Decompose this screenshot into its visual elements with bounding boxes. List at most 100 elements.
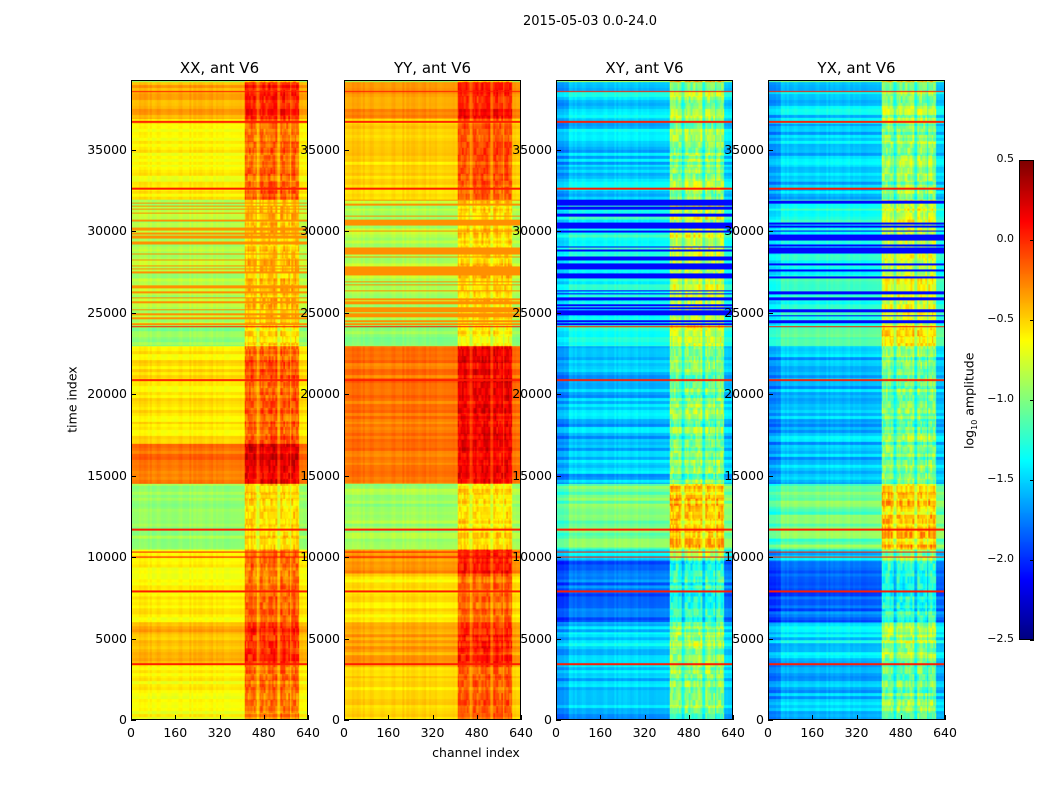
y-tick-label: 35000 [512, 142, 552, 158]
y-tick-mark [344, 150, 349, 152]
panel-title: YX, ant V6 [817, 59, 896, 77]
x-tick-mark [344, 715, 345, 720]
y-tick-label: 35000 [87, 142, 127, 158]
y-tick-label: 30000 [512, 223, 552, 239]
x-tick-label: 480 [676, 725, 701, 740]
y-tick-mark [768, 312, 773, 314]
y-tick-mark [556, 312, 561, 314]
y-tick-label: 0 [119, 712, 127, 727]
colorbar-tick-mark [1030, 480, 1034, 481]
x-tick-label: 0 [127, 725, 135, 740]
y-tick-mark [131, 638, 136, 640]
y-tick-mark [344, 638, 349, 640]
y-tick-mark [344, 394, 349, 396]
colorbar-tick-mark [1030, 640, 1034, 641]
colorbar-tick-label: −1.5 [987, 472, 1014, 485]
x-tick-mark [388, 715, 390, 720]
y-tick-mark [556, 231, 561, 233]
y-tick-mark [131, 475, 136, 477]
heatmap-image [345, 81, 520, 719]
y-tick-label: 10000 [87, 549, 127, 565]
y-tick-mark [768, 557, 773, 559]
x-tick-label: 640 [721, 725, 745, 740]
x-tick-label: 480 [251, 725, 276, 740]
x-tick-mark [856, 715, 858, 720]
y-tick-label: 20000 [724, 386, 764, 402]
y-tick-mark [556, 720, 561, 721]
y-tick-mark [556, 394, 561, 396]
colorbar-tick-label: −0.5 [987, 312, 1014, 325]
x-tick-label: 320 [420, 725, 445, 740]
colorbar-tick-label: −1.0 [987, 392, 1014, 405]
y-tick-mark [131, 231, 136, 233]
y-tick-mark [131, 150, 136, 152]
x-tick-label: 480 [888, 725, 913, 740]
colorbar-tick-label: −2.0 [987, 552, 1014, 565]
x-tick-mark [476, 715, 478, 720]
x-tick-label: 320 [844, 725, 869, 740]
y-tick-label: 5000 [732, 630, 764, 646]
y-tick-label: 15000 [512, 467, 552, 483]
y-tick-label: 35000 [300, 142, 340, 158]
y-tick-label: 10000 [724, 549, 764, 565]
x-tick-label: 160 [800, 725, 825, 740]
x-tick-mark [812, 715, 814, 720]
x-tick-label: 0 [552, 725, 560, 740]
y-tick-mark [768, 638, 773, 640]
y-tick-mark [556, 557, 561, 559]
y-tick-label: 5000 [520, 630, 552, 646]
y-tick-label: 25000 [300, 304, 340, 320]
y-tick-label: 30000 [724, 223, 764, 239]
x-tick-mark [263, 715, 265, 720]
x-tick-mark [688, 715, 690, 720]
x-tick-label: 640 [509, 725, 533, 740]
y-tick-mark [556, 150, 561, 152]
colorbar-tick-mark [1030, 560, 1034, 561]
y-tick-mark [131, 557, 136, 559]
x-tick-label: 0 [764, 725, 772, 740]
y-tick-mark [131, 394, 136, 396]
y-tick-label: 10000 [300, 549, 340, 565]
y-tick-label: 25000 [512, 304, 552, 320]
y-tick-label: 30000 [300, 223, 340, 239]
y-tick-mark [344, 475, 349, 477]
y-tick-label: 25000 [87, 304, 127, 320]
y-tick-label: 20000 [87, 386, 127, 402]
x-tick-label: 160 [163, 725, 188, 740]
x-tick-label: 320 [632, 725, 657, 740]
colorbar-tick-mark [1030, 400, 1034, 401]
x-tick-label: 160 [376, 725, 401, 740]
y-tick-mark [768, 394, 773, 396]
y-tick-mark [768, 231, 773, 233]
x-tick-label: 0 [340, 725, 348, 740]
y-tick-label: 5000 [95, 630, 127, 646]
x-tick-mark [945, 715, 946, 720]
heatmap-image [557, 81, 732, 719]
panel-title: XX, ant V6 [179, 59, 260, 77]
heatmap-image [132, 81, 307, 719]
y-tick-mark [556, 475, 561, 477]
y-tick-label: 20000 [300, 386, 340, 402]
y-tick-mark [768, 475, 773, 477]
y-tick-label: 10000 [512, 549, 552, 565]
y-tick-label: 15000 [724, 467, 764, 483]
colorbar-tick-label: −2.5 [987, 632, 1014, 645]
heatmap-panel [131, 80, 308, 720]
panel-title: XY, ant V6 [605, 59, 684, 77]
y-tick-label: 20000 [512, 386, 552, 402]
x-tick-label: 640 [933, 725, 957, 740]
y-tick-mark [131, 720, 136, 721]
x-tick-label: 320 [207, 725, 232, 740]
y-tick-mark [344, 557, 349, 559]
x-tick-mark [308, 715, 309, 720]
figure-title: 2015-05-03 0.0-24.0 [523, 14, 657, 29]
x-axis-label: channel index [432, 745, 520, 760]
x-tick-mark [556, 715, 557, 720]
colorbar-tick-mark [1030, 240, 1034, 241]
y-tick-mark [768, 150, 773, 152]
y-tick-label: 15000 [300, 467, 340, 483]
x-tick-mark [600, 715, 602, 720]
y-tick-label: 5000 [308, 630, 340, 646]
x-tick-mark [768, 715, 769, 720]
